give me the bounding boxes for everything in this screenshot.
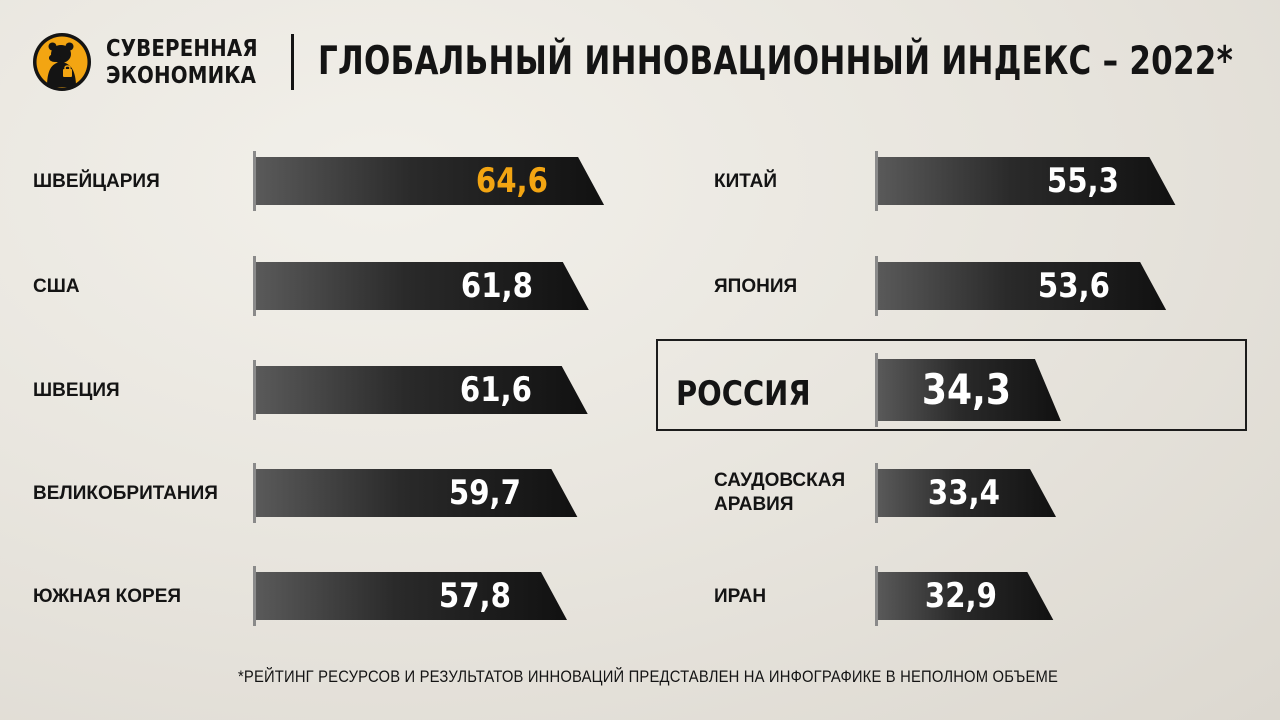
bar-иран [877,572,1054,620]
bar-value-label: 53,6 [1037,266,1111,306]
category-label: ШВЕЙЦАРИЯ [33,171,160,192]
brand-line-1: СУВЕРЕННАЯ [106,36,258,62]
bar-китай [877,157,1176,205]
bar-tick [875,463,878,523]
bar-tick [875,353,878,427]
bar-швеция [255,366,588,414]
brand-line-2: ЭКОНОМИКА [106,63,257,89]
bar-value-label: 61,8 [460,266,533,306]
highlight-box-russia [656,339,1247,431]
category-label: САУДОВСКАЯ АРАВИЯ [714,470,846,515]
bar-южная-корея [255,572,568,620]
bar-value-label: 55,3 [1047,161,1120,201]
bar-саудовская-аравия [877,469,1057,517]
footnote: *РЕЙТИНГ РЕСУРСОВ И РЕЗУЛЬТАТОВ ИННОВАЦИ… [238,667,1059,686]
category-label: США [33,276,80,297]
bar-tick [253,360,256,420]
brand-name: СУВЕРЕННАЯ ЭКОНОМИКА [106,36,258,90]
bar-япония [877,262,1167,310]
bar-value-label: 32,9 [925,576,998,616]
bar-value-label: 59,7 [449,473,522,513]
category-label: ВЕЛИКОБРИТАНИЯ [33,483,218,504]
bar-value-label: 33,4 [927,473,1001,513]
bar-швейцария [255,157,605,205]
category-label: РОССИЯ [676,374,811,414]
bar-tick [875,151,878,211]
bar-tick [253,463,256,523]
category-label: КИТАЙ [714,171,778,192]
bar-великобритания [255,469,578,517]
bar-tick [253,151,256,211]
bar-сша [255,262,589,310]
bar-tick [875,566,878,626]
bar-value-label: 64,6 [475,161,549,201]
bar-value-label: 34,3 [921,365,1011,414]
category-label: ЯПОНИЯ [714,276,798,297]
bear-logo-icon [33,33,91,91]
category-label: ИРАН [714,586,767,607]
bar-россия [877,359,1061,421]
category-label: ШВЕЦИЯ [33,380,120,401]
bar-tick [253,256,256,316]
bar-tick [253,566,256,626]
page-title: ГЛОБАЛЬНЫЙ ИННОВАЦИОННЫЙ ИНДЕКС – 2022* [318,39,1234,84]
bar-tick [875,256,878,316]
bar-value-label: 57,8 [438,576,511,616]
category-label: ЮЖНАЯ КОРЕЯ [33,586,182,607]
header-divider [291,34,294,90]
bar-value-label: 61,6 [459,370,532,410]
